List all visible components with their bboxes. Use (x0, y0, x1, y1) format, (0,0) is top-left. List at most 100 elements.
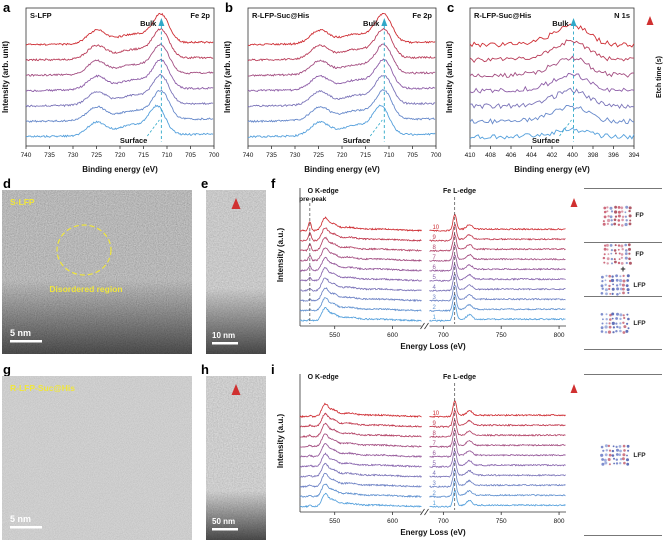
scale-bar-label-d: 5 nm (10, 328, 31, 338)
axis-break-icon (420, 508, 425, 516)
x-tick-label: 750 (496, 518, 507, 525)
x-tick-label: 402 (547, 152, 558, 159)
surface-pointer-line (147, 119, 160, 137)
tem-image-r-lfp: R-LFP-Suc@His 5 nm (2, 376, 192, 540)
x-tick-label: 720 (115, 152, 126, 159)
x-tick-label: 600 (387, 518, 398, 525)
spectrum-curve-7 (248, 12, 436, 46)
depth-arrowhead-icon (570, 384, 578, 393)
eels-curve-o-4 (299, 277, 422, 292)
line-scan-arrowhead (231, 198, 241, 209)
x-tick-label: 400 (567, 152, 578, 159)
curve-number: 9 (432, 235, 436, 241)
scale-bar-h (212, 528, 238, 531)
eels-curve-o-8 (299, 422, 422, 438)
x-tick-label: 398 (588, 152, 599, 159)
y-axis-label: Intensity (a.u.) (276, 228, 285, 283)
xps-chart-s-lfp-fe2p: 740 735 730 725 720 715 710 705 700 Binding energ… (1, 7, 220, 174)
eels-curve-o-3 (299, 287, 422, 303)
spectrum-curve-2 (247, 89, 436, 124)
y-axis-label: Intensity (arb. unit) (1, 41, 10, 113)
o-k-edge-label: O K-edge (308, 188, 339, 195)
xps-chart-r-lfp-fe2p: 740 735 730 725 720 715 710 705 700 Binding energ… (223, 7, 442, 174)
curve-number: 2 (432, 305, 436, 311)
spectrum-curve-6 (469, 39, 634, 63)
x-tick-label: 710 (384, 152, 395, 159)
curve-number: 5 (432, 275, 436, 281)
x-tick-label: 410 (465, 152, 476, 159)
curve-number: 1 (432, 501, 436, 507)
eels-curve-fe-1 (429, 489, 566, 508)
eels-curve-fe-6 (429, 254, 566, 273)
eels-curve-o-10 (299, 402, 422, 419)
x-tick-label: 705 (185, 152, 196, 159)
eels-curve-fe-5 (429, 449, 566, 469)
scale-bar-label-h: 50 nm (212, 517, 235, 526)
curve-number: 8 (432, 431, 436, 437)
structure-thumb-row: LFP (600, 312, 646, 334)
eels-curve-o-6 (299, 443, 422, 458)
eels-curve-fe-3 (429, 469, 566, 488)
panel-title: R-LFP-Suc@His (252, 11, 309, 20)
panel-letter-d: d (3, 176, 11, 191)
eels-curve-fe-3 (429, 284, 566, 302)
crystal-structure-fp-icon (602, 243, 633, 265)
spectrum-curve-4 (247, 58, 436, 93)
o-k-edge-label: O K-edge (308, 374, 339, 381)
fe-l-edge-label: Fe L-edge (443, 188, 476, 195)
eels-curve-o-5 (299, 266, 422, 282)
eels-curve-fe-6 (429, 439, 566, 459)
x-tick-label: 800 (554, 518, 565, 525)
line-scan-arrowhead (231, 384, 241, 395)
curve-number: 6 (432, 451, 436, 457)
spectrum-curve-3 (247, 75, 436, 108)
curve-number: 10 (432, 225, 439, 231)
curve-number: 10 (432, 411, 439, 417)
x-axis-label: Binding energy (eV) (82, 165, 158, 174)
panel-letter-e: e (201, 176, 209, 191)
spectrum-curve-2 (25, 89, 214, 123)
x-tick-label: 404 (526, 152, 537, 159)
bulk-arrow-icon (570, 18, 577, 26)
structure-thumb-row: FP (602, 243, 644, 265)
x-tick-label: 735 (44, 152, 55, 159)
x-tick-label: 600 (387, 332, 398, 339)
surface-label: Surface (532, 136, 560, 145)
spectrum-curve-3 (25, 73, 214, 108)
structure-group-1: FP (584, 188, 662, 242)
fe-l-edge-label: Fe L-edge (443, 374, 476, 381)
panel-title: R-LFP-Suc@His (474, 11, 531, 20)
x-tick-label: 550 (329, 332, 340, 339)
eels-curve-o-7 (299, 247, 422, 262)
x-tick-label: 720 (337, 152, 348, 159)
bulk-label: Bulk (363, 19, 380, 28)
panel-letter-g: g (3, 362, 11, 377)
x-tick-label: 700 (209, 152, 220, 159)
plot-frame (469, 7, 635, 147)
crystal-structure-lfp-icon (600, 444, 631, 466)
eels-curve-o-8 (299, 236, 422, 252)
structure-thumb-row: LFP (600, 274, 646, 296)
x-tick-label: 408 (485, 152, 496, 159)
eels-curve-o-6 (299, 256, 422, 272)
eels-curve-fe-9 (429, 223, 566, 242)
eels-curve-fe-8 (429, 232, 566, 252)
panel-letter-c: c (447, 0, 455, 15)
bulk-arrow-icon (158, 18, 165, 26)
disordered-region-label: Disordered region (49, 284, 122, 294)
x-tick-label: 800 (554, 332, 565, 339)
bulk-label: Bulk (140, 19, 157, 28)
scale-bar-label-g: 5 nm (10, 514, 31, 524)
panel-letter-h: h (201, 362, 209, 377)
eels-curve-o-5 (299, 452, 422, 468)
tem-label-r-lfp: R-LFP-Suc@His (10, 383, 75, 393)
curve-number: 3 (432, 481, 436, 487)
scale-bar-d (10, 340, 42, 343)
panel-letter-b: b (225, 0, 233, 15)
xps-chart-r-lfp-n1s: 410 408 406 404 402 400 398 396 394 Binding energ… (445, 7, 663, 174)
spectrum-curve-4 (25, 58, 214, 92)
x-tick-label: 735 (266, 152, 277, 159)
x-tick-label: 394 (629, 152, 640, 159)
x-tick-label: 715 (360, 152, 371, 159)
curve-number: 3 (432, 295, 436, 301)
